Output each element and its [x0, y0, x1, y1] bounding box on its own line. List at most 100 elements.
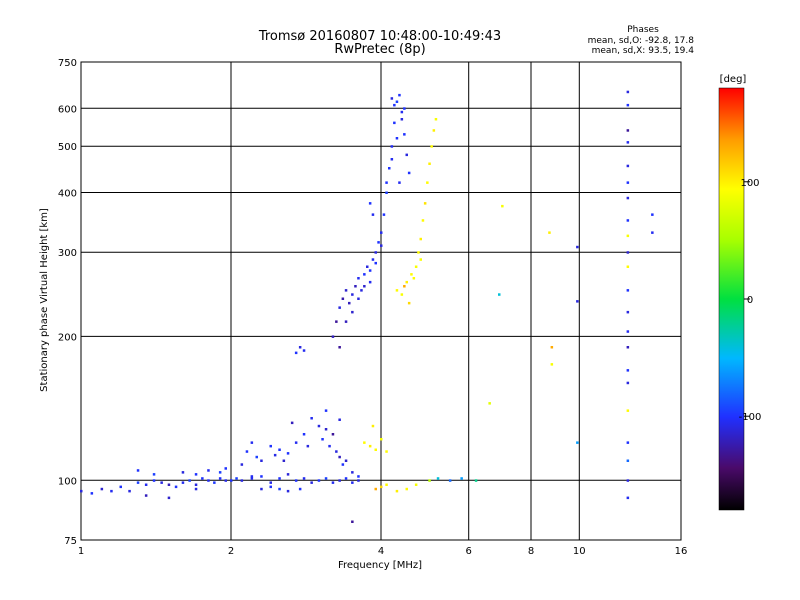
echo-point — [286, 489, 290, 493]
echo-point — [382, 213, 386, 216]
echo-point — [626, 90, 630, 94]
echo-point — [626, 459, 630, 462]
echo-point — [626, 310, 630, 314]
echo-point — [341, 463, 345, 466]
echo-point — [331, 335, 335, 338]
echo-point — [278, 477, 281, 480]
echo-point — [306, 444, 310, 448]
chart-subtitle: RwPretec (8p) — [334, 42, 425, 57]
echo-point — [119, 485, 122, 489]
echo-point — [626, 219, 630, 222]
echo-point — [194, 487, 198, 491]
echo-point — [626, 409, 630, 412]
echo-point — [626, 369, 630, 372]
echo-point — [152, 473, 156, 476]
legend-x-mode-stats: mean, sd,X: 93.5, 19.4 — [592, 46, 695, 56]
echo-point — [351, 520, 354, 523]
y-axis-label: Stationary phase Virtual Height [km] — [39, 208, 50, 392]
legend-o-mode-stats: mean, sd,O: -92.8, 17.8 — [588, 36, 695, 46]
echo-point — [298, 487, 302, 491]
echo-point — [341, 297, 345, 300]
echo-point — [368, 444, 372, 448]
echo-point — [393, 103, 396, 107]
echo-point — [338, 346, 341, 349]
echo-point — [136, 469, 140, 472]
echo-point — [80, 489, 83, 493]
echo-point — [351, 481, 354, 484]
echo-point — [395, 100, 399, 103]
echo-point — [419, 237, 422, 241]
echo-point — [317, 479, 321, 482]
echo-point — [385, 483, 388, 486]
colorbar-tick-label: 100 — [740, 178, 759, 189]
echo-point — [213, 481, 216, 484]
echo-point — [626, 129, 630, 132]
echo-point — [363, 273, 366, 276]
echo-point — [405, 280, 408, 284]
echo-point — [282, 459, 286, 462]
echo-point — [260, 487, 263, 491]
echo-point — [428, 479, 431, 482]
grid — [80, 61, 682, 541]
echo-point — [128, 489, 131, 493]
echo-point — [374, 261, 377, 265]
echo-point — [405, 153, 408, 157]
echo-point — [548, 231, 551, 234]
echo-point — [626, 496, 630, 500]
echo-point — [488, 402, 491, 405]
echo-point — [294, 351, 298, 355]
echo-point — [250, 475, 254, 478]
echo-point — [419, 258, 422, 261]
echo-point — [224, 467, 227, 470]
echo-point — [260, 459, 263, 462]
echo-point — [144, 494, 148, 497]
echo-point — [626, 289, 630, 292]
echo-point — [403, 133, 406, 136]
echo-point — [328, 444, 331, 448]
echo-point — [269, 481, 272, 484]
echo-point — [434, 118, 438, 121]
echo-point — [371, 258, 375, 261]
echo-point — [377, 241, 380, 244]
echo-point — [250, 477, 254, 480]
echo-point — [412, 277, 416, 280]
echo-point — [576, 300, 579, 303]
echo-point — [167, 496, 171, 500]
echo-point — [626, 234, 630, 238]
echo-point — [390, 158, 394, 161]
echo-point — [576, 245, 579, 249]
echo-point — [344, 320, 348, 323]
echo-point — [317, 424, 321, 428]
echo-point — [160, 481, 163, 484]
echo-point — [395, 489, 399, 493]
echo-point — [385, 181, 388, 184]
echo-point — [260, 475, 263, 478]
echo-point — [201, 477, 204, 480]
echo-point — [269, 485, 272, 489]
echo-point — [335, 320, 338, 323]
echo-point — [335, 450, 338, 453]
echo-point — [395, 289, 399, 292]
echo-point — [348, 301, 351, 305]
echo-point — [626, 103, 630, 107]
echo-point — [310, 417, 313, 420]
colorbar-tick-label: -100 — [739, 412, 762, 423]
y-tick-label: 600 — [58, 104, 77, 115]
echo-point — [294, 441, 298, 444]
echo-point — [626, 251, 630, 254]
echo-point — [550, 363, 554, 366]
echo-point — [338, 455, 341, 459]
echo-point — [344, 459, 348, 462]
echo-point — [218, 471, 222, 474]
echo-point — [432, 129, 436, 132]
echo-point — [626, 346, 630, 349]
echo-point — [360, 289, 363, 292]
echo-point — [374, 448, 377, 451]
echo-point — [626, 164, 630, 168]
chart-title: Tromsø 20160807 10:48:00-10:49:43 — [258, 29, 501, 44]
echo-point — [460, 477, 463, 480]
echo-point — [414, 483, 418, 486]
echo-point — [363, 441, 366, 444]
echo-point — [230, 479, 233, 482]
